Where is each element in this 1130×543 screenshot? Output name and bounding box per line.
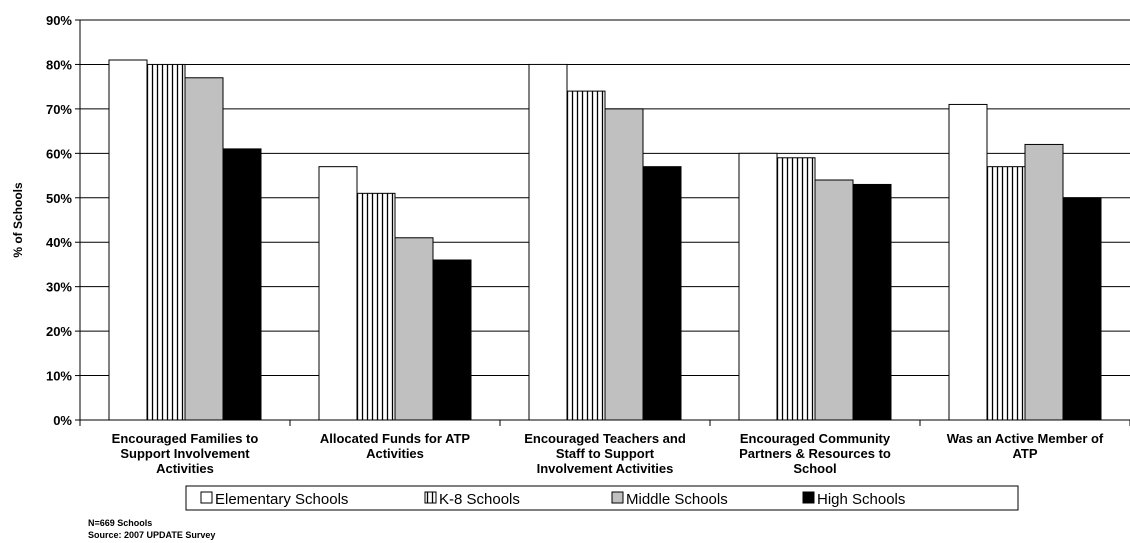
y-tick-label: 50% xyxy=(46,191,72,206)
legend-swatch xyxy=(802,491,815,504)
y-tick-label: 80% xyxy=(46,57,72,72)
bar-k-8-schools xyxy=(776,157,816,421)
bar-elementary-schools xyxy=(108,59,148,421)
legend-swatch xyxy=(200,491,213,504)
y-tick-label: 60% xyxy=(46,146,72,161)
bar-k-8-schools xyxy=(146,63,186,421)
category-label: Encouraged Teachers and Staff to Support I… xyxy=(524,431,686,476)
category-label: Encouraged Community Partners & Resources… xyxy=(739,431,891,476)
category-label: Encouraged Families to Support Involvemen… xyxy=(112,431,259,476)
y-tick-label: 30% xyxy=(46,280,72,295)
y-tick-label: 10% xyxy=(46,369,72,384)
category-label: Allocated Funds for ATP Activities xyxy=(320,431,471,461)
axes xyxy=(75,19,1130,426)
y-tick-label: 90% xyxy=(46,13,72,28)
bar-high-schools xyxy=(432,259,472,421)
y-tick-label: 0% xyxy=(53,413,72,428)
bar-k-8-schools xyxy=(566,90,606,421)
y-tick-label: 40% xyxy=(46,235,72,250)
bar-middle-schools xyxy=(394,237,434,421)
legend-label: K-8 Schools xyxy=(439,491,520,508)
bars xyxy=(108,59,1102,421)
legend-label: Elementary Schools xyxy=(215,491,348,508)
legend-label: Middle Schools xyxy=(626,491,728,508)
bar-high-schools xyxy=(1062,197,1102,421)
y-axis-label: % of Schools xyxy=(11,182,25,258)
bar-elementary-schools xyxy=(738,152,778,421)
bar-high-schools xyxy=(222,148,262,421)
bar-middle-schools xyxy=(1024,143,1064,421)
y-tick-labels: 0% 10% 20% 30% 40% 50% 60% 70% 80% 90% xyxy=(46,13,72,428)
bar-middle-schools xyxy=(184,77,224,421)
bar-elementary-schools xyxy=(318,166,358,421)
category-labels: Encouraged Families to Support Involvemen… xyxy=(112,431,1104,476)
legend-box xyxy=(185,485,1019,511)
y-tick-label: 20% xyxy=(46,324,72,339)
bar-elementary-schools xyxy=(528,63,568,421)
bar-k-8-schools xyxy=(356,192,396,421)
bar-high-schools xyxy=(852,183,892,421)
bar-middle-schools xyxy=(814,179,854,421)
y-tick-label: 70% xyxy=(46,102,72,117)
bar-elementary-schools xyxy=(948,103,988,421)
bar-k-8-schools xyxy=(986,166,1026,421)
legend-swatch xyxy=(424,491,437,504)
legend-swatch xyxy=(611,491,624,504)
footnote-n: N=669 Schools xyxy=(88,518,152,528)
legend-label: High Schools xyxy=(817,491,905,508)
bar-middle-schools xyxy=(604,108,644,421)
legend: Elementary Schools K-8 Schools Middle Scho… xyxy=(185,485,1019,511)
category-label: Was an Active Member of ATP xyxy=(947,431,1104,461)
bar-high-schools xyxy=(642,166,682,421)
footnote-source: Source: 2007 UPDATE Survey xyxy=(88,530,215,540)
